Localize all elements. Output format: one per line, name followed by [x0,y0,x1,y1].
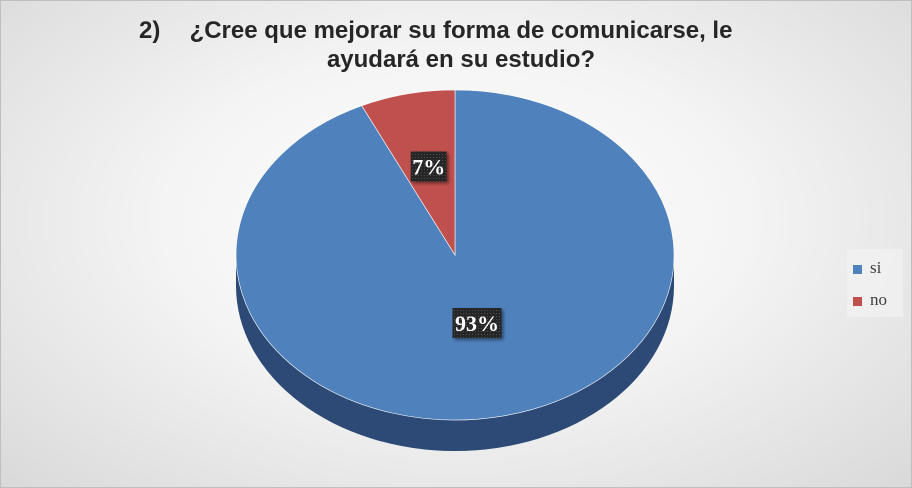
data-label-no: 7% [412,154,445,179]
legend-swatch-si [853,265,862,274]
legend: si no [847,249,903,317]
legend-swatch-no [853,297,862,306]
data-label-si: 93% [455,311,499,336]
legend-label-si: si [870,258,881,278]
legend-label-no: no [870,290,887,310]
